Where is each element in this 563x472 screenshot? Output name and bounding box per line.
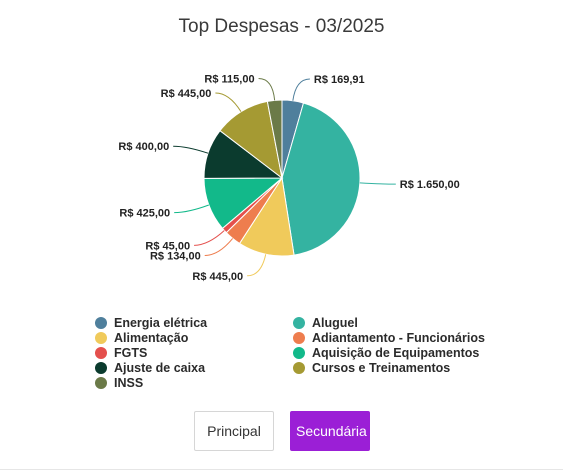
legend-label: Alimentação xyxy=(114,330,189,345)
legend-item[interactable]: Cursos e Treinamentos xyxy=(293,360,513,375)
legend-item[interactable]: INSS xyxy=(95,375,293,390)
divider xyxy=(0,469,563,470)
legend-swatch xyxy=(293,331,305,344)
legend-label: Aluguel xyxy=(312,315,358,330)
label-leader-line xyxy=(204,238,234,256)
legend-swatch xyxy=(95,316,107,329)
data-label: R$ 115,00 xyxy=(204,73,254,85)
data-label: R$ 1.650,00 xyxy=(400,179,460,191)
label-leader-line xyxy=(174,204,209,214)
principal-button[interactable]: Principal xyxy=(194,411,274,451)
label-leader-line xyxy=(173,145,209,154)
legend-swatch xyxy=(293,346,305,359)
secundaria-button[interactable]: Secundária xyxy=(290,411,370,451)
legend-swatch xyxy=(95,376,107,389)
legend-swatch xyxy=(293,316,305,329)
legend-label: INSS xyxy=(114,375,144,390)
chart-legend: Energia elétrica Aluguel Alimentação Adiant… xyxy=(95,315,515,390)
legend-item[interactable]: Aquisição de Equipamentos xyxy=(293,345,513,360)
data-label: R$ 445,00 xyxy=(192,271,243,283)
legend-item[interactable]: Energia elétrica xyxy=(95,315,293,330)
chart-title: Top Despesas - 03/2025 xyxy=(178,16,385,37)
legend-swatch xyxy=(95,361,107,374)
legend-item[interactable]: Alimentação xyxy=(95,330,293,345)
label-leader-line xyxy=(258,77,276,101)
legend-label: FGTS xyxy=(114,345,148,360)
label-leader-line xyxy=(359,182,396,185)
legend-swatch xyxy=(95,331,107,344)
legend-label: Ajuste de caixa xyxy=(114,360,206,375)
legend-item[interactable]: Ajuste de caixa xyxy=(95,360,293,375)
legend-item[interactable]: FGTS xyxy=(95,345,293,360)
label-leader-line xyxy=(194,230,225,246)
label-leader-line xyxy=(292,78,310,101)
data-label: R$ 425,00 xyxy=(119,208,170,220)
data-label: R$ 45,00 xyxy=(145,240,190,252)
legend-item[interactable]: Aluguel xyxy=(293,315,513,330)
legend-item[interactable]: Adiantamento - Funcionários xyxy=(293,330,513,345)
data-label: R$ 134,00 xyxy=(150,250,201,262)
data-label: R$ 400,00 xyxy=(118,141,169,153)
legend-label: Adiantamento - Funcionários xyxy=(312,330,485,345)
legend-swatch xyxy=(95,346,107,359)
legend-label: Energia elétrica xyxy=(114,315,208,330)
legend-swatch xyxy=(293,361,305,374)
label-leader-line xyxy=(247,254,267,277)
legend-label: Aquisição de Equipamentos xyxy=(312,345,480,360)
label-leader-line xyxy=(215,92,242,112)
data-label: R$ 169,91 xyxy=(314,74,365,86)
pie-slice[interactable] xyxy=(266,99,283,179)
data-label: R$ 445,00 xyxy=(161,88,212,100)
pie-slice[interactable] xyxy=(281,102,361,256)
pie-chart: R$ 169,91R$ 1.650,00R$ 445,00R$ 134,00R$… xyxy=(118,73,460,283)
legend-label: Cursos e Treinamentos xyxy=(312,360,451,375)
